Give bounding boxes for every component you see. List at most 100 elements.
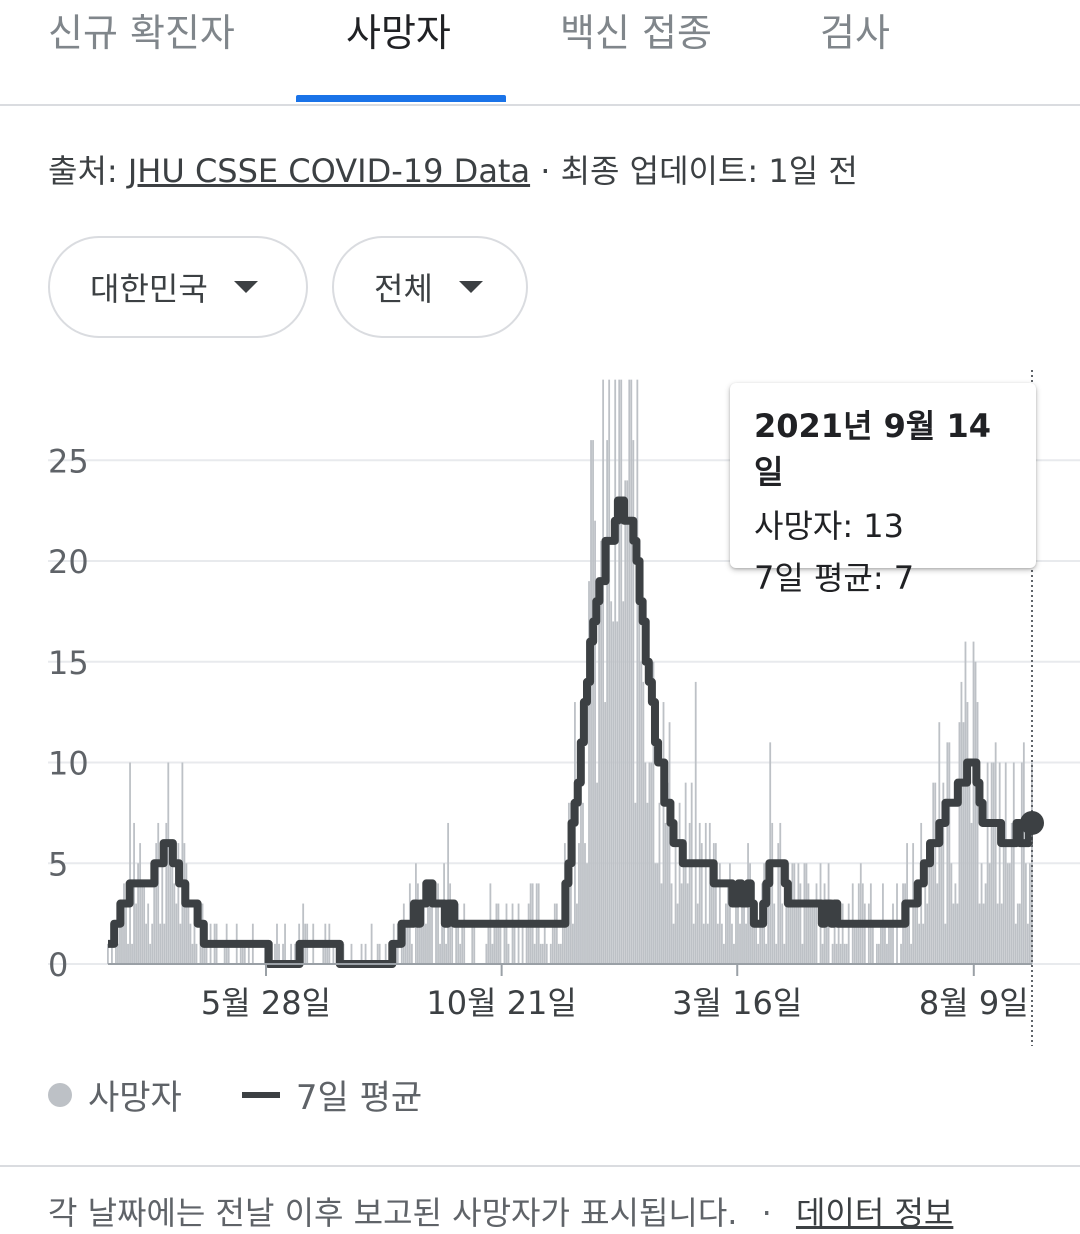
daily-death-bar: [161, 863, 164, 964]
daily-death-bar: [1008, 863, 1011, 964]
daily-death-bar: [370, 923, 373, 964]
daily-death-bar: [708, 822, 711, 964]
daily-death-bar: [165, 822, 168, 964]
daily-death-bar: [620, 379, 623, 964]
daily-death-bar: [741, 903, 743, 964]
daily-death-bar: [835, 943, 838, 964]
region-dropdown[interactable]: 대한민국: [48, 236, 308, 338]
daily-death-bar: [332, 943, 335, 964]
daily-death-bar: [159, 923, 162, 964]
daily-death-bar: [557, 943, 560, 964]
daily-death-bar: [1004, 762, 1007, 964]
daily-death-bar: [139, 843, 142, 964]
daily-death-bar: [431, 903, 433, 964]
daily-death-bar: [497, 903, 500, 964]
daily-death-bar: [924, 883, 927, 964]
daily-death-bar: [727, 883, 729, 964]
daily-death-bar: [867, 903, 870, 964]
daily-death-bar: [811, 903, 814, 964]
daily-death-bar: [173, 883, 176, 964]
daily-death-bar: [773, 903, 776, 964]
daily-death-bar: [759, 923, 762, 964]
daily-death-bar: [141, 883, 144, 964]
daily-death-bar: [690, 782, 693, 964]
daily-death-bar: [439, 943, 441, 964]
footer-note: 각 날짜에는 전날 이후 보고된 사망자가 표시됩니다. · 데이터 정보: [48, 1188, 953, 1234]
daily-death-bar: [586, 863, 588, 964]
source-link[interactable]: JHU CSSE COVID-19 Data: [127, 152, 531, 190]
daily-death-bar: [203, 943, 206, 964]
daily-death-bar: [984, 883, 987, 964]
daily-death-bar: [429, 883, 431, 964]
daily-death-bar: [712, 843, 715, 964]
daily-death-bar: [918, 923, 921, 964]
daily-death-bar: [942, 782, 945, 964]
tab-tests[interactable]: 검사: [820, 11, 890, 55]
daily-death-bar: [551, 923, 554, 964]
daily-death-bar: [195, 943, 198, 964]
tab-vaccination[interactable]: 백신 접종: [560, 11, 712, 55]
daily-death-bar: [572, 923, 574, 964]
daily-death-bar: [592, 440, 594, 965]
daily-death-bar: [360, 943, 363, 964]
daily-death-bar: [507, 943, 510, 964]
daily-death-bar: [503, 923, 506, 964]
daily-death-bar: [1026, 923, 1029, 964]
daily-death-bar: [171, 863, 174, 964]
footer-text: 각 날짜에는 전날 이후 보고된 사망자가 표시됩니다.: [48, 1194, 738, 1232]
y-tick-label: 25: [48, 442, 89, 480]
daily-death-bar: [654, 863, 657, 964]
daily-death-bar: [376, 943, 379, 964]
daily-death-bar: [843, 943, 846, 964]
daily-death-bar: [825, 923, 828, 964]
daily-death-bar: [491, 943, 494, 964]
daily-death-bar: [926, 903, 929, 964]
daily-death-bar: [841, 903, 844, 964]
daily-death-bar: [839, 943, 842, 964]
daily-death-bar: [944, 923, 947, 964]
daily-death-bar: [447, 822, 450, 964]
daily-death-bar: [729, 863, 731, 964]
legend-bars-label: 사망자: [88, 1078, 182, 1118]
daily-death-bar: [427, 883, 429, 964]
daily-death-bar: [672, 923, 675, 964]
daily-death-bar: [404, 923, 407, 964]
scope-dropdown[interactable]: 전체: [332, 236, 528, 338]
daily-death-bar: [767, 903, 770, 964]
daily-death-bar: [753, 903, 755, 964]
daily-death-bar: [539, 943, 542, 964]
daily-death-bar: [966, 702, 969, 964]
daily-death-bar: [706, 923, 709, 964]
daily-death-bar: [167, 762, 170, 964]
y-tick-label: 20: [48, 543, 89, 581]
daily-death-bar: [243, 943, 246, 964]
deaths-chart[interactable]: 0 5 10 15 20 25 5월 28일 10월 21일 3월 16일 8월 9일: [0, 370, 1080, 1060]
tab-deaths[interactable]: 사망자: [346, 11, 451, 55]
daily-death-bar: [781, 903, 784, 964]
daily-death-bar: [863, 903, 866, 964]
daily-death-bar: [982, 903, 985, 964]
daily-death-bar: [725, 903, 727, 964]
daily-death-bar: [644, 762, 647, 964]
daily-death-bar: [527, 903, 530, 964]
daily-death-bar: [986, 762, 989, 964]
daily-death-bar: [1012, 762, 1015, 964]
daily-death-bar: [511, 903, 514, 964]
tab-new-cases[interactable]: 신규 확진자: [48, 11, 235, 55]
daily-death-bar: [1014, 923, 1017, 964]
daily-death-bar: [117, 943, 119, 964]
data-info-link[interactable]: 데이터 정보: [795, 1194, 954, 1232]
daily-death-bar: [658, 802, 661, 964]
daily-death-bar: [996, 903, 999, 964]
daily-death-bar: [652, 661, 655, 964]
daily-death-bar: [656, 863, 659, 964]
daily-death-bar: [1024, 863, 1027, 964]
daily-death-bar: [624, 480, 627, 964]
tooltip-average: 7일 평균: 7: [754, 559, 915, 597]
daily-death-bar: [988, 863, 991, 964]
daily-death-bar: [350, 943, 353, 964]
daily-death-bar: [549, 943, 552, 964]
daily-death-bar: [406, 923, 409, 964]
daily-death-bar: [541, 943, 544, 964]
daily-death-bar: [153, 883, 156, 964]
